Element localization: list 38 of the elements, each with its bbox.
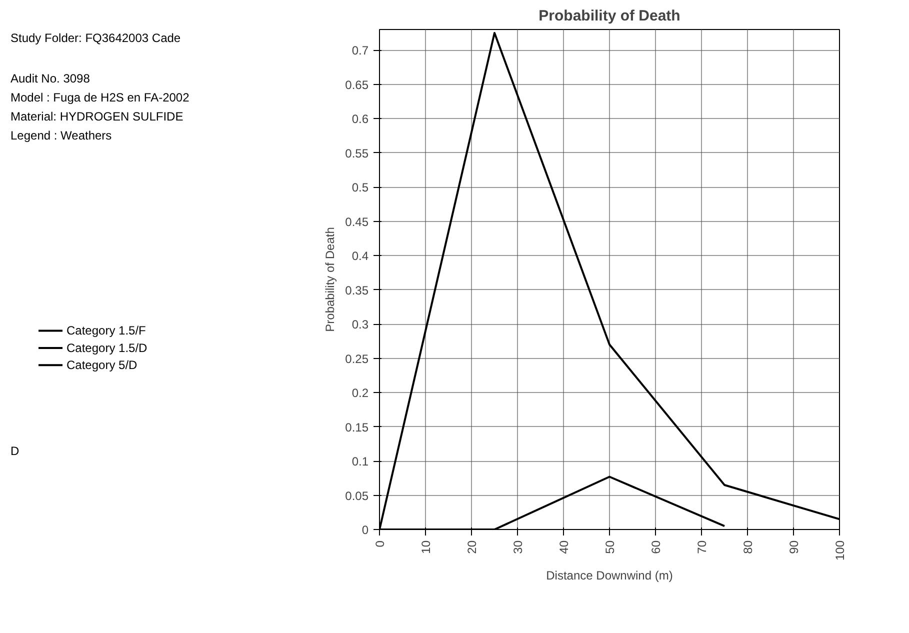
y-axis-title: Probability of Death (323, 227, 338, 332)
text: Legend : Weathers (10, 128, 112, 142)
y-tick-label: 0.15 (345, 420, 369, 434)
y-tick-label: 0.3 (352, 318, 369, 332)
legend-label: Category 1.5/F (66, 324, 146, 338)
y-tick-label: 0.1 (352, 454, 369, 469)
x-tick-label: 50 (603, 540, 617, 554)
x-tick-label: 20 (465, 540, 479, 554)
x-tick-label: 90 (787, 540, 801, 554)
x-tick-label: 60 (649, 540, 663, 554)
y-tick-label: 0.65 (345, 78, 369, 92)
text: Material: HYDROGEN SULFIDE (10, 109, 184, 124)
y-tick-label: 0.6 (352, 112, 369, 126)
y-tick-label: 0.45 (345, 214, 369, 229)
y-tick-label: 0.2 (352, 386, 369, 400)
x-tick-label: 30 (511, 540, 525, 554)
y-tick-label: 0.25 (345, 352, 369, 366)
y-tick-label: 0.5 (352, 180, 369, 195)
y-tick-label: 0 (362, 523, 369, 537)
text: Model : Fuga de H2S en FA-2002 (10, 90, 190, 104)
legend-label: Category 5/D (66, 358, 138, 372)
chart-title: Probability of Death (538, 8, 680, 24)
x-tick-label: 100 (833, 540, 847, 561)
y-tick-label: 0.55 (345, 146, 369, 160)
text: Study Folder: FQ3642003 Cade (10, 31, 181, 46)
x-tick-label: 40 (557, 540, 571, 554)
text: D (10, 444, 20, 458)
x-tick-label: 0 (373, 540, 387, 548)
y-tick-label: 0.05 (345, 488, 369, 503)
legend-label: Category 1.5/D (66, 340, 148, 355)
text: Audit No. 3098 (10, 72, 90, 86)
y-tick-label: 0.7 (352, 44, 369, 58)
x-axis-title: Distance Downwind (m) (546, 568, 673, 583)
x-tick-label: 70 (695, 540, 709, 554)
y-tick-label: 0.4 (352, 249, 369, 264)
x-tick-label: 80 (741, 540, 755, 554)
x-tick-label: 10 (419, 540, 433, 554)
y-tick-label: 0.35 (345, 283, 369, 298)
